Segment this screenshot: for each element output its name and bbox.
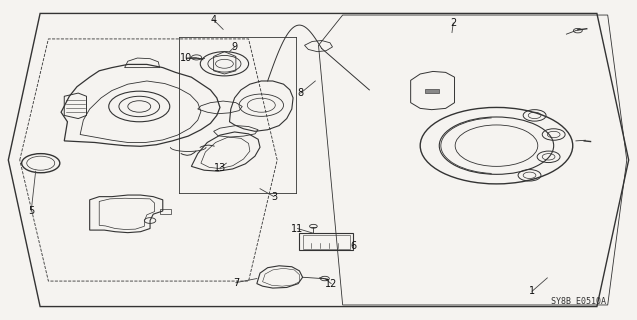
Text: 1: 1 [529,286,535,296]
Text: 3: 3 [271,192,277,202]
Text: 10: 10 [180,53,192,63]
Bar [160,209,171,214]
Bar [303,235,350,249]
Bar [426,89,440,93]
Text: 6: 6 [350,241,357,251]
Bar [299,233,354,250]
Text: 5: 5 [28,206,34,216]
Text: 11: 11 [291,223,304,234]
Text: 7: 7 [233,278,239,288]
Text: 13: 13 [214,163,226,173]
Text: 8: 8 [297,88,304,98]
Text: 12: 12 [325,279,338,289]
Text: 2: 2 [450,18,456,28]
Text: 9: 9 [231,42,238,52]
Text: 4: 4 [211,15,217,25]
Text: SY8B E0510A: SY8B E0510A [551,297,606,306]
